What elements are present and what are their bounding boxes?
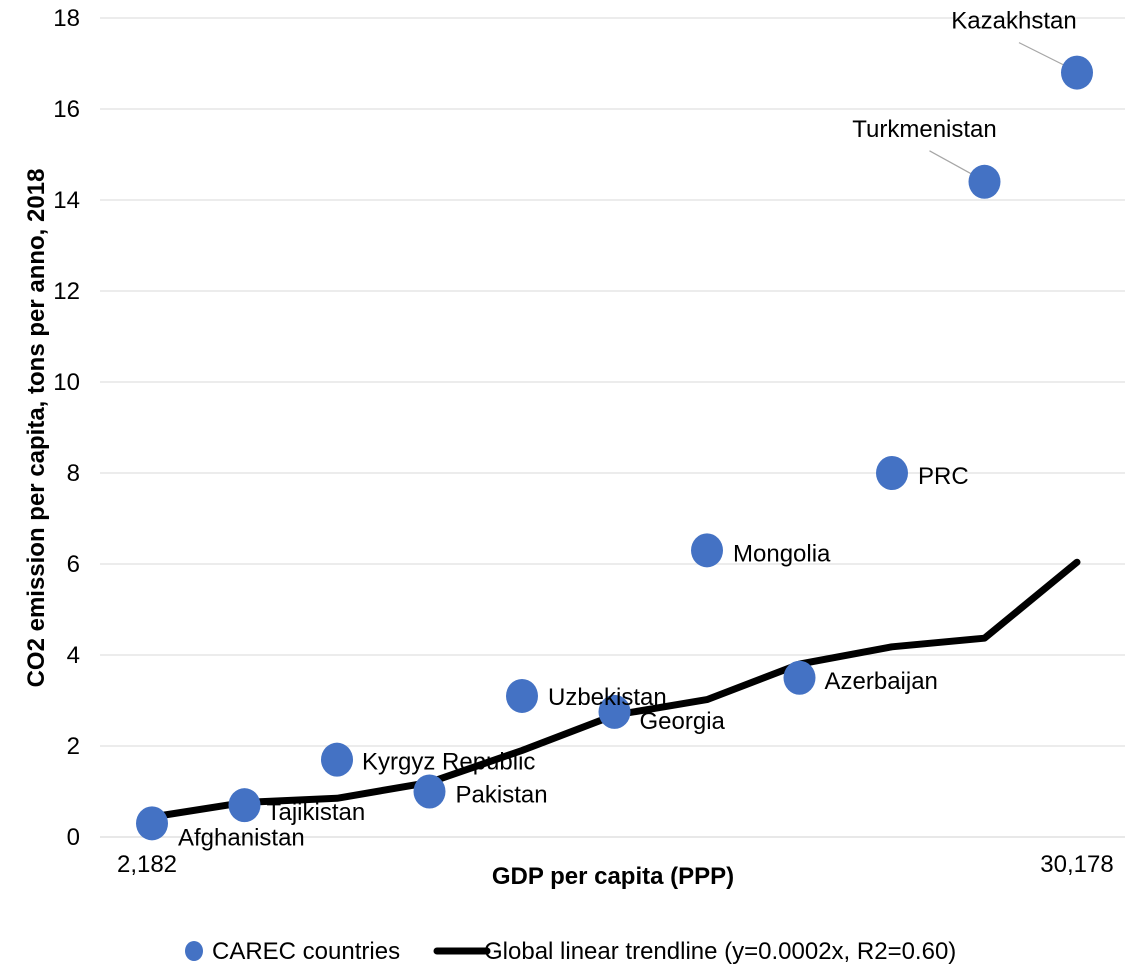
y-axis-title: CO2 emission per capita, tons per anno, … (23, 169, 50, 688)
y-tick-label: 4 (67, 642, 80, 669)
y-tick-label: 12 (53, 278, 80, 305)
point-label: Turkmenistan (852, 116, 997, 143)
x-tick-label-min: 2,182 (117, 851, 177, 878)
x-tick-label-max: 30,178 (1040, 851, 1113, 878)
scatter-point (413, 774, 446, 809)
y-tick-label: 10 (53, 369, 80, 396)
x-axis-ticks: 2,182 30,178 (117, 851, 1114, 878)
point-label: Mongolia (733, 540, 831, 567)
scatter-point (783, 660, 816, 695)
legend-label-trendline: Global linear trendline (y=0.0002x, R2=0… (484, 938, 956, 965)
legend-marker-carec (185, 941, 203, 961)
scatter-series (136, 55, 1093, 841)
scatter-point (598, 694, 631, 729)
point-label: Afghanistan (178, 824, 305, 851)
y-tick-label: 8 (67, 460, 80, 487)
y-tick-label: 2 (67, 733, 80, 760)
legend-label-carec: CAREC countries (212, 938, 400, 965)
scatter-point (691, 533, 723, 568)
point-label: Kyrgyz Republic (362, 749, 535, 776)
legend: CAREC countries Global linear trendline … (185, 938, 956, 965)
leader-lines (929, 42, 1072, 179)
point-label: Tajikistan (267, 799, 366, 826)
scatter-point (136, 806, 168, 841)
leader-line (929, 150, 979, 179)
y-axis-ticks: 0 2 4 6 8 10 12 14 16 18 (53, 5, 80, 851)
point-label: Georgia (640, 708, 726, 735)
y-tick-label: 0 (67, 824, 80, 851)
gridlines (100, 17, 1125, 838)
point-label: Azerbaijan (825, 668, 938, 695)
point-label: PRC (918, 463, 969, 490)
x-axis-title: GDP per capita (PPP) (492, 863, 734, 890)
y-tick-label: 18 (53, 5, 80, 32)
point-label: Kazakhstan (951, 8, 1076, 35)
scatter-point (968, 164, 1001, 199)
point-label: Uzbekistan (548, 684, 667, 711)
scatter-point (506, 678, 538, 713)
leader-line (1018, 42, 1072, 70)
scatter-point (228, 788, 261, 823)
y-tick-label: 14 (53, 187, 80, 214)
scatter-point (321, 742, 353, 777)
y-tick-label: 16 (53, 96, 80, 123)
scatter-point (1061, 55, 1093, 90)
y-tick-label: 6 (67, 551, 80, 578)
scatter-point (876, 456, 908, 490)
point-label: Pakistan (456, 782, 548, 809)
